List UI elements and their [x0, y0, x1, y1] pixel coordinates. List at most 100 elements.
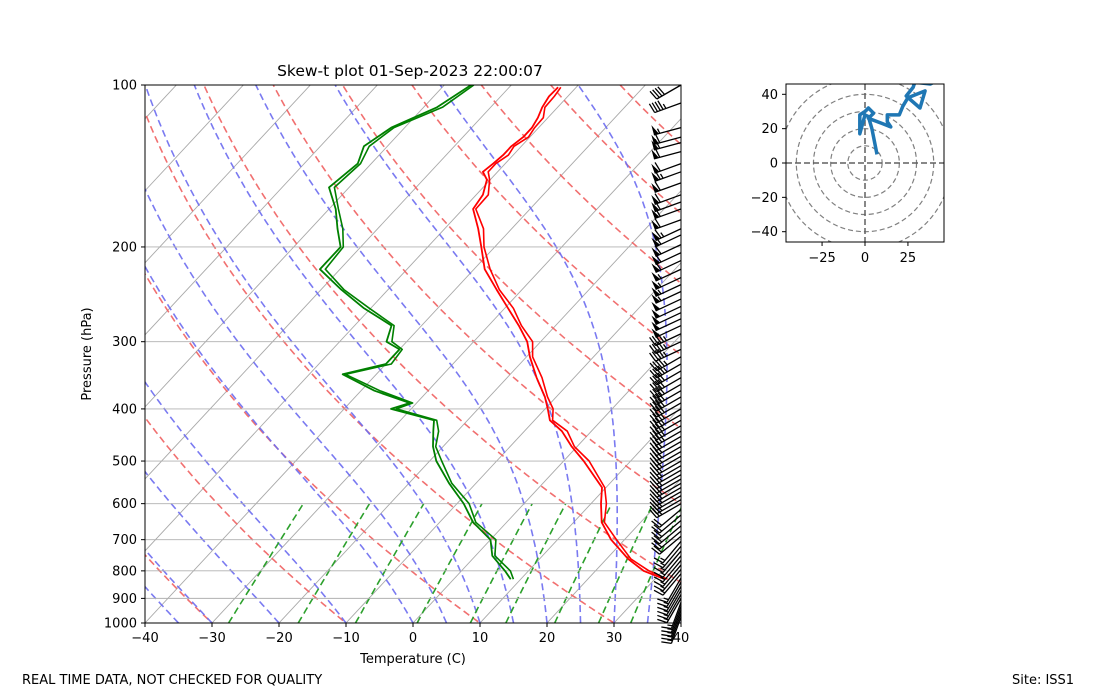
- barb-feather: [649, 362, 658, 372]
- barb-feather: [657, 398, 666, 407]
- barb-shaft: [653, 126, 682, 136]
- barb-shaft: [670, 605, 682, 633]
- barb-half-feather: [660, 576, 666, 581]
- hodograph-trace: [858, 84, 935, 155]
- barb-half-feather: [663, 609, 669, 613]
- wind-barb: [651, 170, 682, 183]
- wind-barb: [649, 503, 682, 519]
- barb-flag: [651, 149, 659, 159]
- barb-half-feather: [663, 601, 669, 605]
- chart-title: Skew-t plot 01-Sep-2023 22:00:07: [277, 62, 543, 80]
- barb-half-feather: [658, 506, 663, 512]
- barb-feather: [654, 245, 662, 255]
- quality-disclaimer: REAL TIME DATA, NOT CHECKED FOR QUALITY: [22, 673, 323, 688]
- barb-half-feather: [658, 490, 663, 495]
- barb-shaft: [666, 577, 682, 603]
- barb-feather: [654, 133, 661, 144]
- y-tick-label: 700: [112, 533, 137, 548]
- barb-half-feather: [662, 351, 668, 357]
- barb-shaft: [656, 465, 682, 481]
- y-tick-label: 400: [112, 402, 137, 417]
- barb-feather: [661, 633, 672, 637]
- barb-shaft: [670, 602, 682, 629]
- barb-half-feather: [667, 628, 673, 631]
- barb-feather: [649, 509, 658, 519]
- wind-barb: [651, 298, 682, 312]
- barb-feather: [654, 200, 661, 210]
- wind-barb: [651, 228, 682, 242]
- wind-barb: [653, 568, 682, 592]
- dry-adiabat-line: [145, 110, 616, 623]
- wind-barb: [653, 540, 682, 564]
- barb-flag: [651, 309, 661, 319]
- wind-barb: [649, 408, 682, 424]
- barb-shaft: [662, 559, 682, 583]
- barb-shaft: [662, 545, 682, 569]
- moist-adiabat-line: [145, 187, 448, 623]
- wind-barb: [657, 581, 682, 608]
- wind-barb: [651, 138, 682, 151]
- barb-feather: [654, 170, 661, 180]
- wind-barb: [651, 207, 682, 220]
- barb-half-feather: [660, 431, 666, 436]
- isotherm-line: [211, 118, 681, 623]
- barb-feather: [653, 576, 664, 583]
- barb-feather: [652, 508, 660, 517]
- barb-flag: [651, 315, 661, 325]
- wind-barb: [651, 268, 682, 282]
- dewpoint-trace-secondary: [324, 85, 515, 580]
- hodo-y-tick-label: −20: [751, 191, 778, 206]
- barb-feather: [657, 86, 666, 95]
- barb-shaft: [653, 136, 682, 146]
- dry-adiabat-line: [145, 553, 214, 623]
- barb-feather: [652, 368, 660, 377]
- y-axis-ticks: 100 200 300 400 500 600 700 800 900 1000: [104, 79, 145, 632]
- barb-shaft: [656, 478, 682, 494]
- barb-feather: [661, 630, 672, 633]
- barb-feather: [654, 411, 663, 421]
- barb-shaft: [654, 201, 682, 213]
- barb-half-feather: [663, 613, 669, 617]
- barb-feather: [652, 470, 660, 479]
- hodograph-ring: [812, 110, 918, 216]
- barb-feather: [661, 641, 672, 645]
- barb-half-feather: [662, 343, 668, 349]
- barb-feather: [651, 537, 660, 545]
- barb-half-feather: [663, 360, 668, 366]
- barb-shaft: [654, 208, 682, 220]
- barb-feather: [649, 376, 658, 386]
- barb-shaft: [656, 425, 682, 441]
- wind-barb: [661, 616, 682, 645]
- barb-feather: [652, 491, 660, 501]
- barb-feather: [651, 526, 660, 534]
- barb-shaft: [656, 482, 682, 498]
- barb-feather: [652, 401, 660, 410]
- wind-barb: [661, 602, 682, 630]
- wind-barb: [651, 234, 682, 248]
- barb-feather: [654, 207, 661, 217]
- barb-feather: [649, 402, 658, 412]
- pressure-gridlines: [145, 85, 681, 599]
- x-tick-label: −30: [198, 631, 225, 646]
- barb-shaft: [656, 435, 682, 451]
- barb-feather: [654, 366, 663, 376]
- barb-feather: [657, 379, 666, 388]
- barb-half-feather: [660, 414, 666, 419]
- barb-feather: [653, 589, 664, 596]
- barb-shaft: [659, 514, 682, 534]
- barb-feather: [651, 351, 659, 361]
- barb-feather: [654, 193, 661, 203]
- barb-flag: [651, 287, 661, 297]
- barb-feather: [649, 90, 658, 100]
- wind-barb: [651, 284, 682, 298]
- barb-feather: [657, 618, 668, 624]
- wind-barb: [651, 276, 682, 290]
- barb-shaft: [655, 318, 682, 332]
- barb-feather: [652, 395, 660, 404]
- wind-barb: [657, 590, 682, 616]
- wind-barb: [657, 586, 682, 612]
- barb-feather: [652, 388, 660, 398]
- wind-barb: [651, 520, 682, 540]
- wind-barb: [653, 545, 682, 569]
- barb-half-feather: [667, 631, 673, 634]
